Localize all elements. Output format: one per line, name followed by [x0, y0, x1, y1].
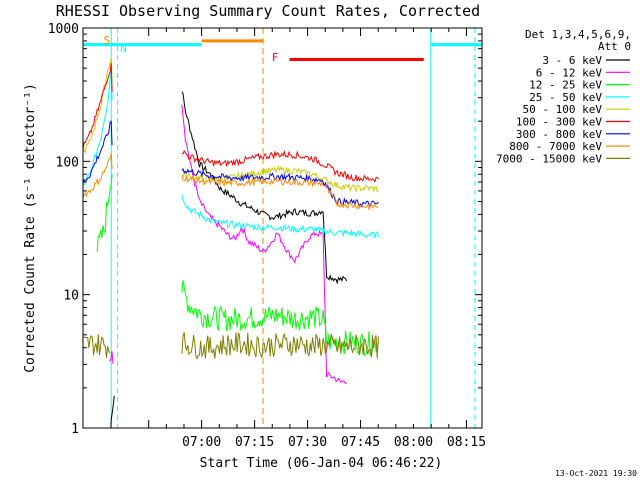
series-line-8 [83, 153, 379, 211]
series-line-7 [83, 120, 379, 208]
legend-label: 6 - 12 keV [536, 66, 603, 79]
x-tick-label: 07:30 [288, 435, 327, 450]
plot-frame [82, 27, 483, 429]
timestamp: 13-Oct-2021 19:30 [555, 469, 637, 478]
x-tick-label: 07:00 [182, 435, 221, 450]
legend-label: 12 - 25 keV [529, 79, 602, 92]
x-tick-label: 07:15 [235, 435, 274, 450]
series-line-4 [83, 69, 379, 239]
x-axis-label: Start Time (06-Jan-04 06:46:22) [200, 456, 443, 471]
y-axis: 1 10 100 1000 [48, 22, 482, 437]
legend-label: 50 - 100 keV [523, 103, 603, 116]
x-tick-label: 08:00 [394, 435, 433, 450]
series-line-1 [110, 91, 348, 428]
saa-label: S [103, 34, 110, 47]
flare-label: F [272, 51, 279, 64]
y-tick-label: 1 [71, 422, 79, 437]
y-axis-label: Corrected Count Rate (s⁻¹ detector⁻¹) [23, 83, 38, 373]
legend-label: 25 - 50 keV [529, 91, 602, 104]
series-line-9 [83, 332, 379, 360]
legend-header: Det 1,3,4,5,6,9, [525, 28, 631, 41]
legend-label: 7000 - 15000 keV [496, 152, 602, 165]
x-axis: 07:00 07:15 07:30 07:45 08:00 08:15 [148, 28, 486, 450]
legend-label: 3 - 6 keV [542, 54, 602, 67]
x-tick-label: 07:45 [341, 435, 380, 450]
chart-title: RHESSI Observing Summary Count Rates, Co… [56, 2, 480, 20]
y-tick-label: 100 [56, 155, 79, 170]
x-tick-label: 08:15 [447, 435, 486, 450]
series-line-2 [109, 104, 347, 385]
series-line-6 [83, 63, 379, 183]
legend-label: 300 - 800 keV [516, 128, 602, 141]
y-tick-label: 1000 [48, 22, 79, 37]
legend-label: 800 - 7000 keV [509, 140, 602, 153]
series-line-3 [96, 174, 379, 356]
night-label: N [120, 42, 127, 55]
legend-label: 100 - 300 keV [516, 116, 602, 129]
plot-area: SN F [83, 28, 482, 428]
y-tick-label: 10 [63, 289, 79, 304]
legend-header: Att 0 [598, 40, 631, 53]
